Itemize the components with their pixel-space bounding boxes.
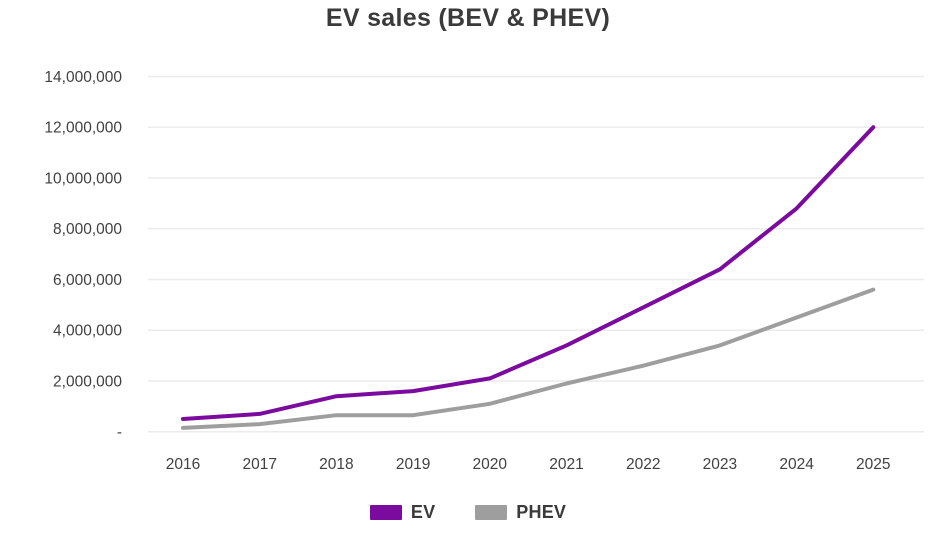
plot-area: - 2,000,000 4,000,000 6,000,000 8,000,000 10,… (44, 69, 924, 473)
ev-series-line (181, 125, 876, 421)
y-axis-tick-label: 8,000,000 (53, 221, 122, 238)
y-axis-tick-label: 2,000,000 (53, 373, 122, 390)
phev-legend-label: PHEV (516, 502, 567, 522)
x-axis-tick-label: 2019 (396, 456, 430, 473)
x-axis-tick-label: 2023 (703, 456, 737, 473)
x-axis-tick-label: 2016 (166, 456, 200, 473)
x-axis-tick-label: 2021 (549, 456, 583, 473)
legend-item-phev: PHEV (475, 502, 566, 523)
y-axis-tick-label: 6,000,000 (53, 272, 122, 289)
phev-series-line (181, 287, 876, 430)
y-axis-tick-label: 14,000,000 (44, 69, 122, 86)
x-axis-tick-label: 2024 (779, 456, 814, 473)
y-axis-tick-label: 12,000,000 (44, 120, 122, 137)
x-axis-tick-label: 2018 (319, 456, 353, 473)
ev-legend-label: EV (410, 502, 436, 522)
x-axis-tick-label: 2025 (856, 456, 890, 473)
chart-title: EV sales (BEV & PHEV) (325, 4, 611, 32)
legend-item-ev: EV (369, 502, 436, 523)
y-axis-tick-label: 10,000,000 (44, 170, 122, 187)
y-axis-tick-label: - (117, 424, 122, 441)
ev-series-swatch-icon (369, 505, 402, 520)
x-axis-tick-label: 2020 (473, 456, 508, 473)
x-axis-tick-label: 2022 (626, 456, 660, 473)
legend: EV PHEV (0, 502, 936, 523)
y-axis-tick-label: 4,000,000 (53, 323, 122, 340)
phev-series-swatch-icon (475, 505, 508, 520)
x-axis-tick-label: 2017 (242, 456, 276, 473)
